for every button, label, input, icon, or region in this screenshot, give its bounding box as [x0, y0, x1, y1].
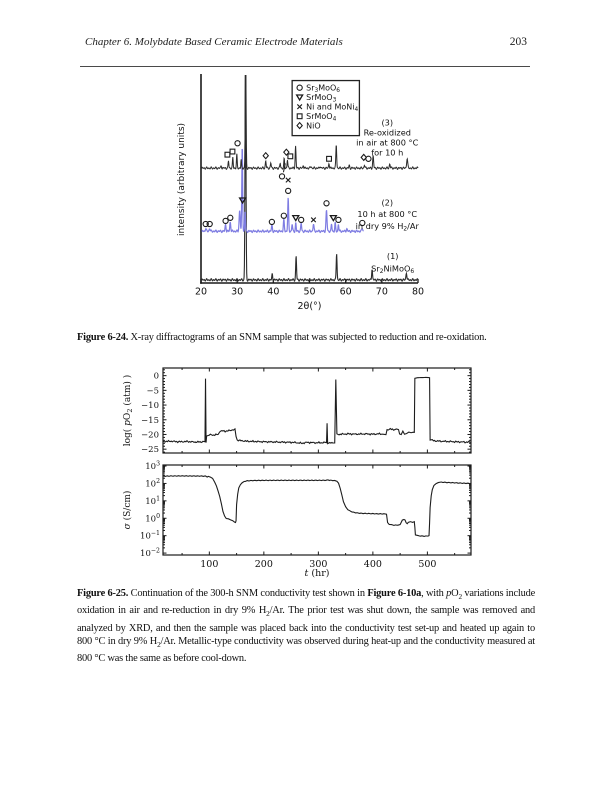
figure-6-25: 0 −5 −10 −15 −20 −25 log( pO2 (atm) ) 103 102 101… [113, 362, 503, 580]
svg-text:Re-oxidized: Re-oxidized [364, 127, 411, 137]
svg-text:50: 50 [303, 287, 315, 298]
svg-text:intensity (arbitrary units): intensity (arbitrary units) [177, 123, 187, 236]
svg-text:(2): (2) [381, 197, 393, 207]
sigma-trace [162, 475, 472, 537]
svg-text:in air at 800 °C: in air at 800 °C [356, 138, 418, 148]
svg-text:−20: −20 [141, 430, 159, 440]
svg-text:log( pO2 (atm) ): log( pO2 (atm) ) [122, 375, 134, 447]
header-rule [80, 66, 530, 67]
svg-text:300: 300 [309, 559, 327, 570]
svg-text:0: 0 [154, 372, 159, 382]
svg-text:100: 100 [145, 513, 160, 525]
svg-text:for 10 h: for 10 h [371, 148, 403, 158]
svg-text:σ (S/cm): σ (S/cm) [122, 491, 133, 530]
svg-text:SrMoO3: SrMoO3 [306, 93, 336, 104]
svg-text:−5: −5 [146, 386, 159, 396]
figure-6-24: 20 30 40 50 60 70 80 2θ(°) intensity (arbitrary … [171, 70, 441, 320]
svg-text:200: 200 [255, 559, 273, 570]
svg-text:100: 100 [200, 559, 218, 570]
page-header: Chapter 6. Molybdate Based Ceramic Elect… [85, 36, 527, 48]
svg-text:−25: −25 [141, 445, 159, 455]
svg-text:20: 20 [195, 287, 207, 298]
svg-text:t (hr): t (hr) [305, 568, 330, 579]
svg-text:500: 500 [418, 559, 436, 570]
svg-text:40: 40 [267, 287, 279, 298]
svg-text:−10: −10 [141, 401, 159, 411]
page-number: 203 [509, 36, 527, 48]
po2-trace [162, 376, 472, 445]
svg-text:Sr3MoO6: Sr3MoO6 [306, 83, 340, 94]
svg-text:400: 400 [364, 559, 382, 570]
svg-text:102: 102 [145, 478, 160, 490]
svg-text:103: 103 [145, 461, 160, 473]
svg-text:30: 30 [231, 287, 243, 298]
figure-6-24-caption: Figure 6-24. X-ray diffractograms of an … [77, 332, 487, 343]
xrd-curves [201, 75, 419, 282]
svg-text:2θ(°): 2θ(°) [297, 301, 321, 312]
svg-text:10−2: 10−2 [140, 548, 160, 560]
running-head: Chapter 6. Molybdate Based Ceramic Elect… [85, 36, 343, 48]
svg-text:Ni and MoNi4: Ni and MoNi4 [306, 103, 358, 114]
svg-text:10−1: 10−1 [140, 530, 160, 542]
figure-6-25-caption: Figure 6-25. Continuation of the 300-h S… [77, 588, 535, 665]
svg-text:−15: −15 [141, 416, 159, 426]
svg-text:10 h at 800 °C: 10 h at 800 °C [357, 209, 417, 219]
svg-text:101: 101 [145, 495, 160, 507]
svg-text:in dry 9% H2/Ar: in dry 9% H2/Ar [356, 221, 420, 233]
svg-text:Sr2NiMoO6: Sr2NiMoO6 [371, 263, 414, 275]
xrd-axes: 20 30 40 50 60 70 80 2θ(°) intensity (arbitrary … [177, 74, 424, 312]
svg-text:NiO: NiO [306, 121, 321, 130]
svg-text:80: 80 [412, 287, 424, 298]
svg-text:70: 70 [376, 287, 388, 298]
svg-text:(1): (1) [387, 251, 399, 261]
svg-text:SrMoO4: SrMoO4 [306, 112, 336, 123]
svg-text:(3): (3) [381, 117, 393, 127]
conductivity-chart: 0 −5 −10 −15 −20 −25 log( pO2 (atm) ) 103 102 101… [122, 367, 472, 579]
svg-text:60: 60 [340, 287, 352, 298]
xrd-diffractogram-chart: 20 30 40 50 60 70 80 2θ(°) intensity (arbitrary … [177, 74, 424, 312]
